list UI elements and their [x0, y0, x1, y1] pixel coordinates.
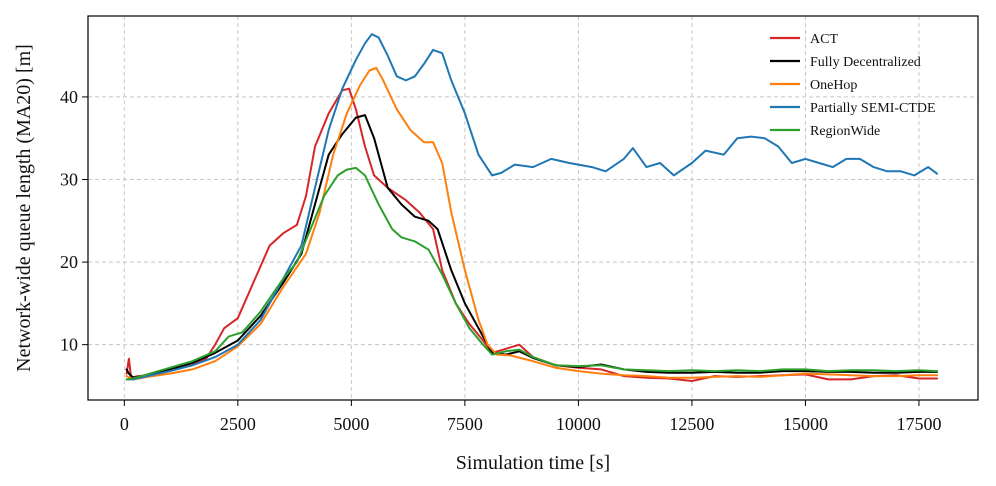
x-tick-label: 5000 — [333, 414, 369, 434]
x-axis-label: Simulation time [s] — [456, 452, 610, 474]
legend-label-onehop: OneHop — [810, 78, 857, 93]
series-line-fully-decentralized — [125, 114, 939, 379]
series-line-regionwide — [125, 166, 939, 381]
y-tick-label: 40 — [60, 87, 78, 107]
x-tick-label: 10000 — [556, 414, 601, 434]
x-tick-label: 17500 — [896, 414, 941, 434]
plot-area-frame — [87, 15, 979, 401]
x-tick-label: 2500 — [220, 414, 256, 434]
legend-label-act: ACT — [810, 32, 838, 47]
legend: ACT Fully Decentralized OneHop Partially SE… — [770, 32, 936, 139]
axis-ticks: 0 2500 5000 7500 10000 12500 15000 17500 10 20 30 4… — [60, 87, 941, 434]
x-tick-label: 12500 — [669, 414, 714, 434]
y-axis-label: Network-wide queue length (MA20) [m] — [13, 44, 35, 372]
legend-label-partially-semi-ctde: Partially SEMI-CTDE — [810, 101, 936, 116]
x-tick-label: 15000 — [783, 414, 828, 434]
series-line-onehop — [125, 67, 939, 381]
x-tick-label: 7500 — [447, 414, 483, 434]
grid — [88, 16, 978, 400]
series-lines — [125, 33, 939, 382]
y-tick-label: 20 — [60, 252, 78, 272]
legend-label-fully-decentralized: Fully Decentralized — [810, 55, 921, 70]
y-tick-label: 10 — [60, 335, 78, 355]
legend-label-regionwide: RegionWide — [810, 124, 880, 139]
x-tick-label: 0 — [120, 414, 129, 434]
y-tick-label: 30 — [60, 170, 78, 190]
series-line-partially-semi-ctde — [125, 33, 939, 381]
